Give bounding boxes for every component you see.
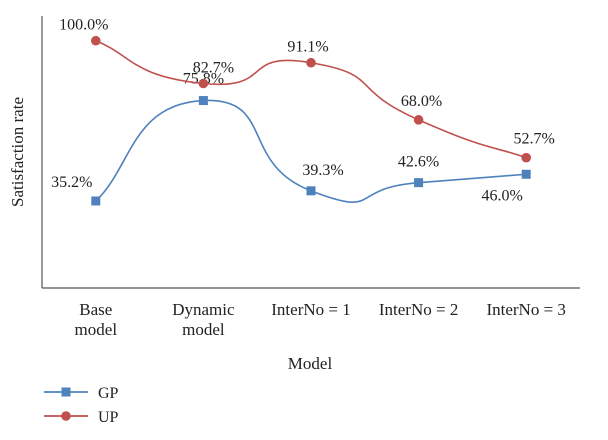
series-up: 100.0% 82.7% 91.1% 68.0% 52.7%: [59, 17, 555, 163]
data-point-up: [521, 152, 531, 163]
data-point-up: [91, 35, 101, 46]
legend-marker-square: [61, 387, 71, 397]
data-point-up: [198, 78, 209, 89]
data-point-gp: [306, 186, 316, 196]
data-label-up: 91.1%: [287, 39, 328, 56]
data-point-up: [413, 115, 424, 125]
chart-axes: [41, 16, 580, 289]
legend-label: GP: [98, 385, 119, 402]
y-axis-title: Satisfaction rate: [8, 97, 27, 207]
series-line-gp: [95, 99, 527, 203]
data-point-gp: [91, 196, 101, 206]
data-label-up: 100.0%: [59, 17, 108, 34]
plot-area: 35.2%75.8%39.3%42.6%46.0%100.0%82.7%91.1…: [51, 17, 555, 206]
data-point-gp: [521, 169, 531, 179]
data-point-gp: [198, 96, 208, 106]
x-tick-label: model: [182, 320, 225, 339]
data-label-gp: 42.6%: [398, 154, 439, 171]
x-tick-label: InterNo = 3: [486, 300, 565, 319]
x-axis-title: Model: [288, 354, 333, 373]
data-label-up: 82.7%: [193, 60, 234, 77]
data-label-gp: 46.0%: [482, 187, 523, 204]
data-label-up: 52.7%: [514, 131, 555, 148]
legend: GP UP: [44, 385, 119, 426]
data-point-up: [306, 57, 316, 68]
legend-item-up: UP: [44, 409, 119, 426]
x-tick-label: model: [75, 320, 118, 339]
data-point-gp: [414, 178, 424, 188]
series-gp: 35.2%75.8%39.3%42.6%46.0%: [51, 71, 531, 206]
x-tick-label: Base: [79, 300, 112, 319]
data-label-gp: 35.2%: [51, 174, 92, 191]
legend-item-gp: GP: [44, 385, 119, 402]
legend-label: UP: [98, 409, 119, 426]
x-tick-label: InterNo = 2: [379, 300, 458, 319]
legend-marker-circle: [61, 411, 71, 421]
x-tick-label: InterNo = 1: [271, 300, 350, 319]
x-tick-label: Dynamic: [172, 300, 235, 319]
data-label-gp: 39.3%: [302, 162, 343, 179]
data-label-up: 68.0%: [401, 93, 442, 110]
